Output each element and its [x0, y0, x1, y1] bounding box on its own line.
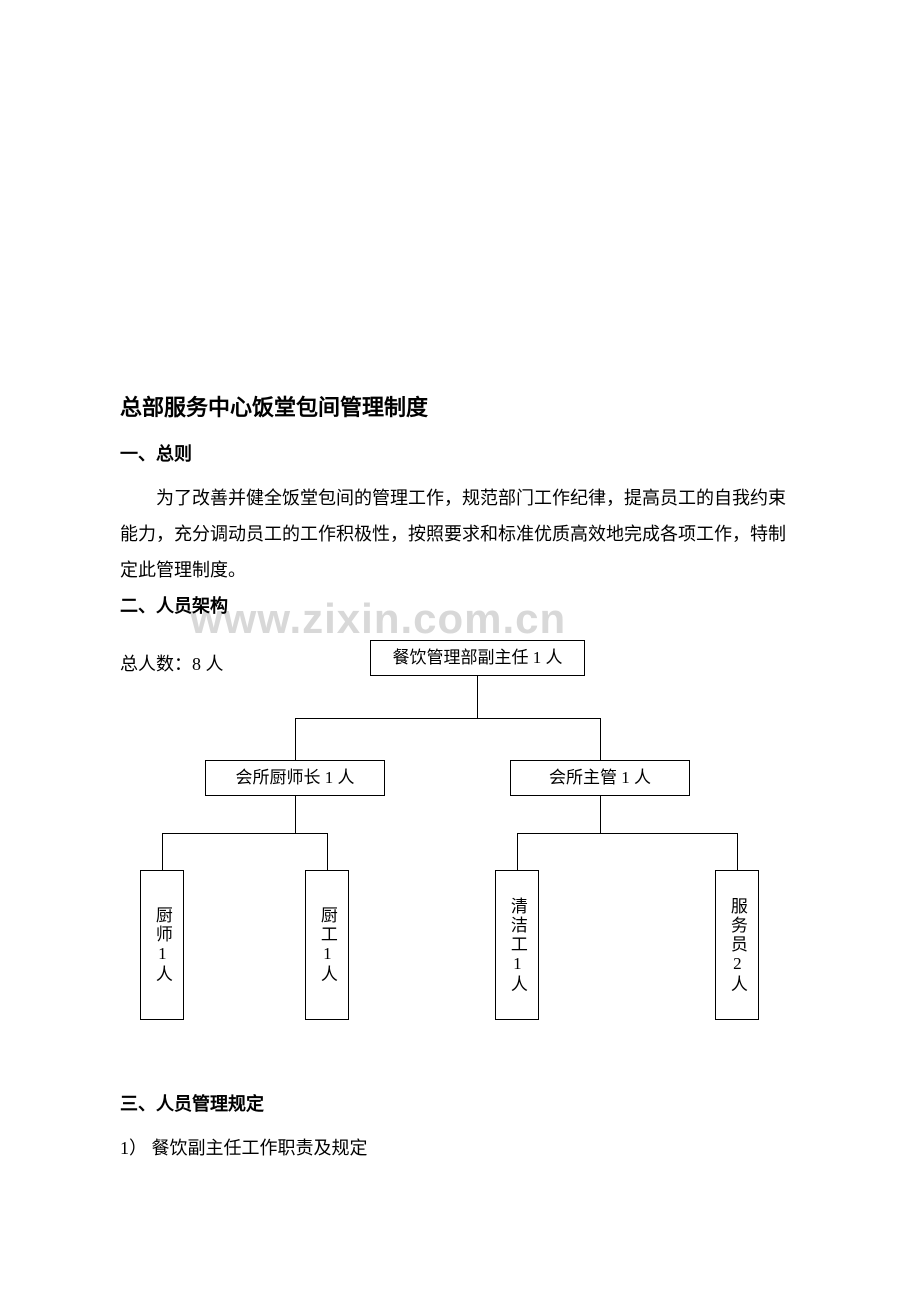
org-connector	[295, 718, 296, 760]
org-connector	[295, 718, 600, 719]
org-connector	[162, 833, 163, 870]
section-1-body: 为了改善并健全饭堂包间的管理工作，规范部门工作纪律，提高员工的自我约束能力，充分…	[120, 480, 800, 588]
section-3-heading: 三、人员管理规定	[120, 1090, 800, 1116]
document-body: 总部服务中心饭堂包间管理制度 一、总则 为了改善并健全饭堂包间的管理工作，规范部…	[120, 390, 800, 618]
org-node-sup: 会所主管 1 人	[510, 760, 690, 796]
org-node-serv: 服务员2人	[715, 870, 759, 1020]
section-1-heading: 一、总则	[120, 440, 800, 466]
section-2-heading: 二、人员架构	[120, 592, 800, 618]
org-node-clean: 清洁工1人	[495, 870, 539, 1020]
org-node-kw: 厨工1人	[305, 870, 349, 1020]
org-connector	[737, 833, 738, 870]
org-node-chef: 会所厨师长 1 人	[205, 760, 385, 796]
org-connector	[517, 833, 737, 834]
org-connector	[600, 718, 601, 760]
org-connector	[295, 796, 296, 833]
org-connector	[327, 833, 328, 870]
org-node-cook: 厨师1人	[140, 870, 184, 1020]
org-connector	[517, 833, 518, 870]
org-connector	[477, 676, 478, 718]
org-connector	[162, 833, 327, 834]
org-connector	[600, 796, 601, 833]
section-3: 三、人员管理规定 1） 餐饮副主任工作职责及规定	[120, 1090, 800, 1166]
org-node-root: 餐饮管理部副主任 1 人	[370, 640, 585, 676]
document-title: 总部服务中心饭堂包间管理制度	[120, 390, 800, 422]
org-chart: 餐饮管理部副主任 1 人会所厨师长 1 人 会所主管 1 人厨师1人 厨工1人 清洁工…	[120, 640, 820, 1060]
section-3-item-1: 1） 餐饮副主任工作职责及规定	[120, 1130, 800, 1166]
